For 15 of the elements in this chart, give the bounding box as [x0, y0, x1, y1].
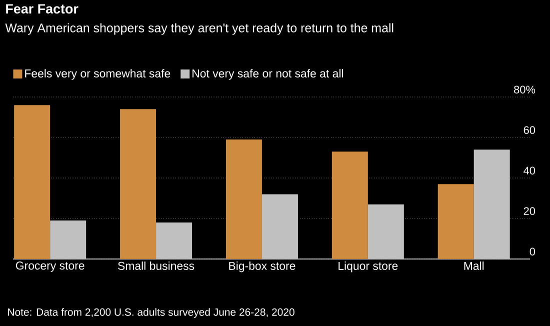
y-tick-label: 20: [524, 207, 536, 215]
chart-title: Fear Factor: [6, 4, 78, 14]
x-tick-label: Grocery store: [16, 262, 84, 272]
chart-subtitle: Wary American shoppers say they aren't yet ready to return to the mall: [5, 23, 394, 35]
x-tick-label: Big-box store: [229, 262, 296, 272]
legend-label: Feels very or somewhat safe: [25, 69, 170, 80]
y-tick-label: 60: [524, 126, 536, 134]
text: Note: Data from 2,200 U.S. adults surveyed June 26-28, 2020: [8, 308, 294, 318]
y-tick-label: 80%: [514, 86, 536, 94]
y-tick-label: 0: [530, 248, 536, 256]
y-tick-label: 40: [524, 166, 536, 174]
x-tick-label: Mall: [464, 262, 484, 270]
legend-label: Not very safe or not safe at all: [192, 69, 344, 80]
x-tick-label: Small business: [118, 262, 194, 270]
x-tick-label: Liquor store: [338, 262, 398, 272]
